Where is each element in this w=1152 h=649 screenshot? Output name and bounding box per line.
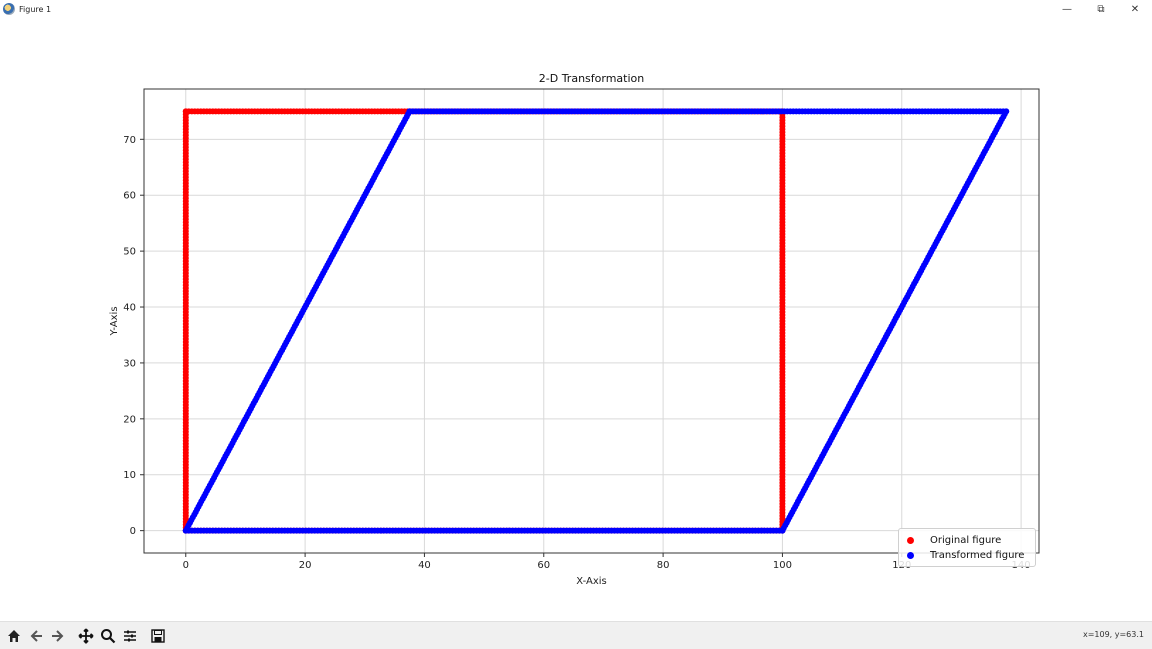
figure-canvas[interactable]: 020406080100120140010203040506070 2-D Tr… — [0, 18, 1152, 621]
cursor-coordinates: x=109, y=63.1 — [1082, 630, 1144, 639]
x-tick-label: 40 — [418, 560, 431, 571]
legend-label-original: Original figure — [930, 535, 1002, 546]
data-points — [182, 108, 1010, 534]
x-axis-label: X-Axis — [576, 576, 607, 587]
y-tick-label: 30 — [123, 358, 136, 369]
y-tick-label: 50 — [123, 247, 136, 258]
zoom-icon[interactable] — [98, 626, 118, 646]
navigation-toolbar: x=109, y=63.1 — [0, 621, 1152, 649]
y-tick-label: 0 — [130, 526, 136, 537]
window-titlebar: Figure 1 — ⧉ ✕ — [0, 0, 1152, 18]
legend-entry-original: Original figure — [907, 535, 1001, 546]
y-axis-label: Y-Axis — [109, 306, 120, 336]
legend: Original figure Transformed figure — [898, 528, 1036, 567]
home-icon[interactable] — [4, 626, 24, 646]
legend-entry-transformed: Transformed figure — [907, 550, 1024, 561]
y-tick-label: 20 — [123, 414, 136, 425]
y-tick-label: 70 — [123, 135, 136, 146]
close-button[interactable]: ✕ — [1130, 3, 1140, 15]
x-tick-label: 80 — [657, 560, 670, 571]
subplots-icon[interactable] — [120, 626, 140, 646]
pan-icon[interactable] — [76, 626, 96, 646]
save-icon[interactable] — [148, 626, 168, 646]
y-tick-label: 40 — [123, 303, 136, 314]
plot-background — [144, 89, 1039, 553]
back-icon[interactable] — [26, 626, 46, 646]
matplotlib-icon — [3, 3, 15, 15]
x-tick-label: 20 — [299, 560, 312, 571]
window-title: Figure 1 — [19, 4, 52, 14]
legend-label-transformed: Transformed figure — [930, 550, 1025, 561]
series-transformed — [182, 108, 1010, 534]
y-tick-label: 60 — [123, 191, 136, 202]
minimize-button[interactable]: — — [1062, 3, 1072, 15]
toolbar-nav-group — [4, 626, 170, 646]
legend-marker-transformed — [907, 552, 914, 559]
window-controls: — ⧉ ✕ — [1050, 0, 1152, 18]
x-tick-label: 100 — [773, 560, 792, 571]
restore-button[interactable]: ⧉ — [1097, 3, 1105, 15]
x-tick-label: 0 — [183, 560, 189, 571]
scatter-chart[interactable]: 020406080100120140010203040506070 2-D Tr… — [0, 18, 1152, 621]
legend-marker-original — [907, 537, 914, 544]
forward-icon[interactable] — [48, 626, 68, 646]
chart-title: 2-D Transformation — [539, 72, 644, 85]
plot-frame — [143, 88, 1040, 554]
x-tick-label: 60 — [537, 560, 550, 571]
data-point — [182, 527, 189, 534]
y-tick-label: 10 — [123, 470, 136, 481]
